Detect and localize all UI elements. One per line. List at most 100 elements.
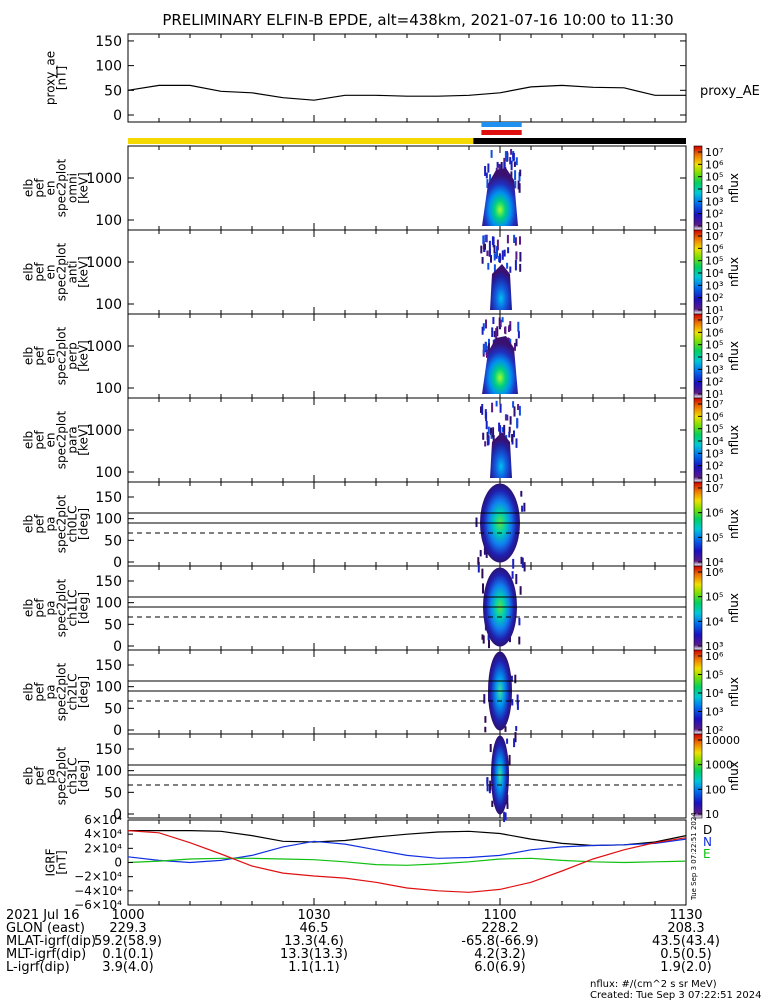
igrf-ylabel: IGRF[nT] [44, 848, 69, 876]
proxy-ae-line [127, 84, 686, 101]
ylabel-line: pef [33, 766, 47, 786]
spectrogram-speckle [487, 163, 490, 173]
colorbar-tick: 10⁵ [705, 531, 723, 544]
ylabel-line: [nT] [55, 66, 69, 90]
pa-ytick: 0 [113, 723, 122, 739]
ylabel-line: pef [33, 514, 47, 534]
colorbar-tick: 10³ [705, 363, 723, 376]
spectrogram-speckle [519, 169, 522, 177]
spectrogram-speckle [503, 424, 506, 436]
pa-speckle [521, 505, 524, 512]
colorbar-tick: 10¹ [705, 220, 723, 233]
igrf-legend-E: E [703, 847, 711, 861]
spectrogram-speckle [486, 431, 489, 440]
pa-speckle [520, 556, 523, 565]
spectrogram-panels [128, 149, 686, 823]
spectrogram-speckle [491, 402, 494, 413]
colorbar-label: nflux [727, 677, 741, 707]
ylabel-line: IGRF [44, 848, 58, 876]
pa-speckle [491, 800, 494, 807]
spectrogram-speckle [518, 405, 521, 416]
created-note: Created: Tue Sep 3 07:22:51 2024 [590, 990, 762, 1000]
spectrogram-speckle [481, 326, 484, 335]
ylabel-line: [keV] [77, 340, 91, 371]
xrow-label: MLAT-igrf(dip) [6, 934, 96, 949]
ylabel-line: [deg] [77, 760, 91, 792]
energy-ytick: 1000 [86, 171, 122, 187]
spectrogram-speckle [499, 164, 502, 171]
spectrogram-speckle [504, 151, 507, 162]
spectrogram-speckle [500, 162, 503, 173]
spectrogram-speckle [519, 252, 522, 262]
spectrogram-speckle [482, 343, 485, 354]
colorbar-tick: 10⁶ [705, 566, 724, 579]
spectrogram-speckle [501, 427, 504, 433]
spectrogram-speckle [495, 400, 498, 407]
ylabel-line: elb [22, 347, 36, 365]
pa-speckle [482, 583, 484, 594]
pa-speckle [513, 738, 516, 748]
pa-speckle [523, 502, 526, 512]
ylabel-line: [deg] [77, 592, 91, 624]
spectrogram-speckle [490, 150, 493, 158]
spectrogram-speckle [481, 404, 484, 415]
spectrogram-speckle [503, 162, 506, 172]
pa-ytick: 50 [104, 617, 122, 633]
xrow-value: -65.8(-66.9) [461, 934, 538, 949]
colorbar-tick: 100 [705, 783, 726, 796]
ylabel-line: pef [33, 346, 47, 366]
spectrogram-speckle [508, 431, 511, 438]
igrf-ytick: 2×10⁴ [84, 841, 122, 855]
pa-speckle [512, 558, 515, 569]
pa-speckle [483, 543, 486, 555]
panel-frames [127, 33, 687, 906]
spectrogram-speckle [485, 319, 487, 329]
spectrogram-speckle [517, 404, 520, 411]
colorbar-tick: 10⁵ [705, 171, 723, 184]
colorbars: 10⁷10⁶10⁵10⁴10³10²10¹nflux10⁷10⁶10⁵10⁴10… [693, 145, 741, 821]
ylabel-line: [keV] [77, 172, 91, 203]
xrow-value: 13.3(4.6) [284, 934, 344, 949]
colorbar-tick: 10⁵ [705, 423, 723, 436]
colorbar-tick: 10⁶ [705, 410, 724, 423]
proxy-ae-ytick: 100 [95, 59, 122, 75]
colorbar-tick: 10⁴ [705, 687, 724, 700]
energy-ytick: 100 [95, 297, 122, 313]
spectrogram-speckle [516, 417, 519, 429]
igrf-legend-D: D [703, 823, 712, 837]
xtick-1030: 1030 [297, 908, 330, 923]
pa-ytick: 150 [95, 490, 122, 506]
spectrogram-speckle [487, 343, 490, 351]
frame-ch2LC [127, 649, 687, 735]
pa-speckle [511, 571, 514, 579]
spectrogram-speckle [480, 406, 482, 413]
ylabel-line: proxy_ae [44, 51, 58, 105]
colorbar-tick: 10² [705, 208, 723, 221]
spectrogram-speckle [487, 345, 490, 356]
spectrogram-speckle [513, 406, 516, 417]
ylabel-line: spec2plot [55, 662, 69, 721]
spectrogram-speckle [490, 255, 492, 263]
ylabel-line: spec2plot [55, 494, 69, 553]
xrow-value: 59.2(58.9) [94, 934, 162, 949]
spectrogram-speckle [493, 264, 496, 275]
spectrogram-speckle [487, 262, 490, 270]
spectrogram-speckle [485, 234, 488, 243]
spectrogram-speckle [499, 425, 502, 435]
xrow-value: 13.3(13.3) [280, 947, 348, 962]
proxy-ae-ytick: 150 [95, 34, 122, 50]
xrow-value: 4.2(3.2) [474, 947, 526, 962]
ylabel-line: en [44, 265, 58, 280]
igrf-legend-N: N [703, 835, 712, 849]
status-segment [128, 138, 474, 144]
ylabel-line: ch1LC [66, 590, 80, 627]
proxy-ae-panel: proxy_AE [127, 84, 760, 101]
spectrogram-speckle [493, 330, 496, 338]
spectrogram-speckle [492, 427, 495, 438]
pa-speckle [485, 550, 488, 558]
spectrogram-speckle [504, 327, 506, 334]
ylabel-line: en [44, 433, 58, 448]
